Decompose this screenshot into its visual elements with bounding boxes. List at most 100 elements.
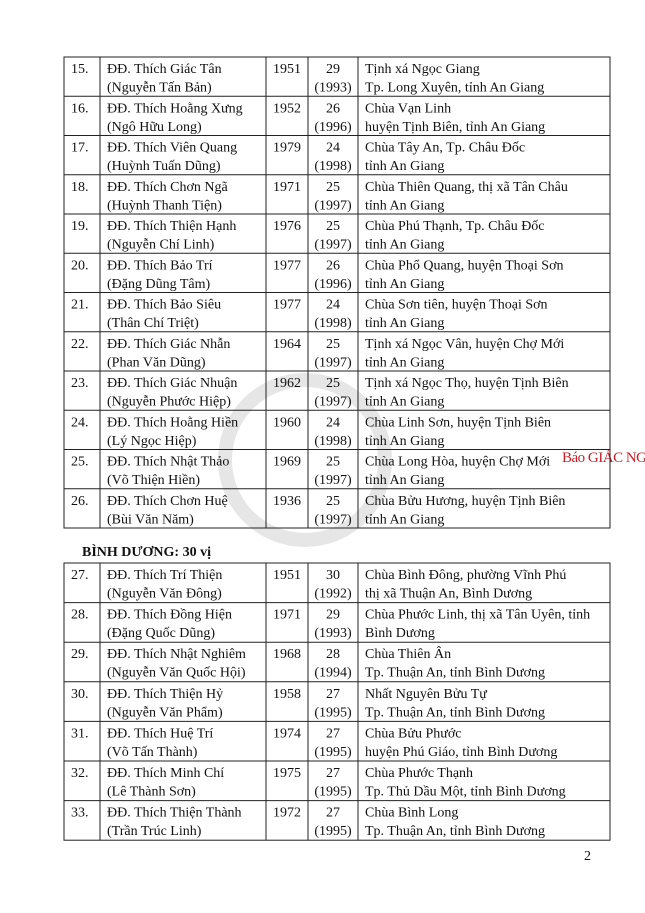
name: ĐĐ. Thích Huệ Trí xyxy=(107,726,213,741)
name: ĐĐ. Thích Hoằng Xưng xyxy=(107,101,243,116)
name: ĐĐ. Thích Viên Quang xyxy=(107,141,237,156)
ordination: 24 xyxy=(326,415,340,430)
ordination: (1997) xyxy=(314,512,352,527)
ordination: 24 xyxy=(326,298,340,313)
name: ĐĐ. Thích Hoằng Hiền xyxy=(107,415,238,430)
name: ĐĐ. Thích Minh Chí xyxy=(107,766,224,781)
row-number: 16. xyxy=(71,101,89,116)
ordination: 27 xyxy=(326,726,340,741)
address: Chùa Bình Đông, phường Vĩnh Phú xyxy=(365,568,566,583)
ordination: 27 xyxy=(326,766,340,781)
ordination: (1997) xyxy=(314,473,352,488)
address: Tịnh xá Ngọc Thọ, huyện Tịnh Biên xyxy=(365,376,569,391)
address: Chùa Phước Thạnh xyxy=(365,766,473,781)
ordination: 25 xyxy=(326,337,340,352)
name: ĐĐ. Thích Thiện Hỷ xyxy=(107,687,223,702)
row-number: 27. xyxy=(71,568,89,583)
address: Chùa Phước Linh, thị xã Tân Uyên, tỉnh xyxy=(365,608,590,623)
name: ĐĐ. Thích Giác Tân xyxy=(107,62,222,77)
address: huyện Tịnh Biên, tỉnh An Giang xyxy=(365,120,545,135)
name: (Ngô Hữu Long) xyxy=(107,120,202,135)
address: Tp. Thuận An, tỉnh Bình Dương xyxy=(365,705,545,720)
row-number: 31. xyxy=(71,726,89,741)
name: (Nguyễn Văn Quốc Hội) xyxy=(107,666,246,681)
ordination: 25 xyxy=(326,494,340,509)
name: ĐĐ. Thích Chơn Ngã xyxy=(107,180,228,195)
watermark-logo xyxy=(218,373,392,547)
row-number: 20. xyxy=(71,258,89,273)
row-number: 22. xyxy=(71,337,89,352)
ordination: 24 xyxy=(326,141,340,156)
name: ĐĐ. Thích Bảo Trí xyxy=(107,258,213,273)
name: ĐĐ. Thích Nhật Nghiêm xyxy=(107,647,246,662)
address: tỉnh An Giang xyxy=(365,512,444,527)
address: Chùa Bửu Hương, huyện Tịnh Biên xyxy=(365,494,565,509)
address: tỉnh An Giang xyxy=(365,434,444,449)
row-number: 33. xyxy=(71,806,89,821)
ordination: (1996) xyxy=(314,120,352,135)
address: Chùa Bửu Phước xyxy=(365,726,461,741)
ordination: (1993) xyxy=(314,626,352,641)
ordination: (1994) xyxy=(314,666,352,681)
ordination: (1998) xyxy=(314,159,352,174)
birth-year: 1936 xyxy=(273,494,301,509)
ordination: 26 xyxy=(326,101,340,116)
birth-year: 1974 xyxy=(273,726,301,741)
name: (Nguyễn Chí Linh) xyxy=(107,238,215,253)
ordination: (1992) xyxy=(314,587,352,602)
ordination: 25 xyxy=(326,376,340,391)
row-number: 29. xyxy=(71,647,89,662)
ordination: (1995) xyxy=(314,824,352,839)
address: Tp. Thuận An, tỉnh Bình Dương xyxy=(365,666,545,681)
row-number: 18. xyxy=(71,180,89,195)
name: (Huỳnh Thanh Tiện) xyxy=(107,198,222,213)
address: Bình Dương xyxy=(365,626,435,641)
name: ĐĐ. Thích Nhật Thảo xyxy=(107,455,229,470)
ordination: 25 xyxy=(326,180,340,195)
birth-year: 1968 xyxy=(273,647,301,662)
name: ĐĐ. Thích Trí Thiện xyxy=(107,568,222,583)
row-number: 19. xyxy=(71,219,89,234)
address: Chùa Thiên Ân xyxy=(365,645,451,662)
birth-year: 1951 xyxy=(273,568,301,583)
birth-year: 1960 xyxy=(273,415,301,430)
ordination: 28 xyxy=(326,647,340,662)
address: huyện Phú Giáo, tỉnh Bình Dương xyxy=(365,745,557,760)
address: Nhất Nguyên Bửu Tự xyxy=(365,687,487,702)
ordination: (1997) xyxy=(314,238,352,253)
row-number: 25. xyxy=(71,455,89,470)
name: ĐĐ. Thích Đồng Hiện xyxy=(107,608,232,623)
address: Tp. Thuận An, tỉnh Bình Dương xyxy=(365,824,545,839)
address: Tp. Long Xuyên, tỉnh An Giang xyxy=(365,81,544,96)
birth-year: 1971 xyxy=(273,608,301,623)
name: (Huỳnh Tuấn Dũng) xyxy=(107,159,221,174)
address: Chùa Tây An, Tp. Châu Đốc xyxy=(365,141,525,156)
section-heading: BÌNH DƯƠNG: 30 vị xyxy=(82,543,211,560)
ordination: (1995) xyxy=(314,745,352,760)
ordination: (1997) xyxy=(314,395,352,410)
name: (Phan Văn Dũng) xyxy=(107,355,206,370)
address: Tp. Thủ Dầu Một, tỉnh Bình Dương xyxy=(365,785,566,800)
birth-year: 1969 xyxy=(273,455,301,470)
ordination: 25 xyxy=(326,455,340,470)
address: Chùa Long Hòa, huyện Chợ Mới xyxy=(365,455,550,470)
row-number: 26. xyxy=(71,494,89,509)
row-number: 30. xyxy=(71,687,89,702)
name: ĐĐ. Thích Thiện Thành xyxy=(107,806,242,821)
row-number: 15. xyxy=(71,62,89,77)
address: tỉnh An Giang xyxy=(365,316,444,331)
name: (Thân Chí Triệt) xyxy=(107,316,199,331)
name: (Võ Thiện Hiền) xyxy=(107,473,200,488)
name: (Lê Thành Sơn) xyxy=(107,785,196,800)
address: tỉnh An Giang xyxy=(365,277,444,292)
birth-year: 1951 xyxy=(273,62,301,77)
birth-year: 1977 xyxy=(273,298,301,313)
ordination: (1998) xyxy=(314,316,352,331)
address: tỉnh An Giang xyxy=(365,198,444,213)
address: tỉnh An Giang xyxy=(365,395,444,410)
ordination: (1995) xyxy=(314,785,352,800)
birth-year: 1972 xyxy=(273,806,301,821)
name: ĐĐ. Thích Bảo Siêu xyxy=(107,298,221,313)
address: tỉnh An Giang xyxy=(365,159,444,174)
